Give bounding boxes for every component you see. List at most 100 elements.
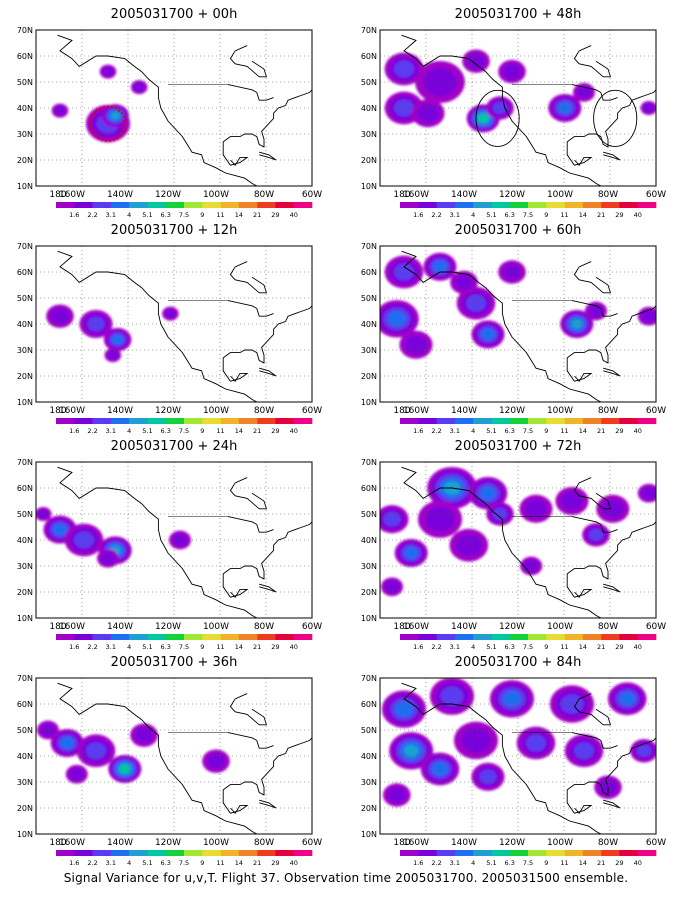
colorbar-label: 3.1	[450, 427, 460, 435]
lat-tick-label: 50N	[17, 294, 33, 303]
colorbar-label: 40	[634, 859, 642, 867]
colorbar-label: 21	[253, 643, 261, 651]
colorbar-label: 1.6	[413, 859, 423, 867]
colorbar-label: 14	[235, 643, 243, 651]
colorbar-swatch	[129, 850, 148, 856]
lat-tick-label: 10N	[361, 182, 377, 191]
colorbar-swatch	[275, 202, 295, 208]
colorbar-swatch	[56, 202, 75, 208]
colorbar-label: 4	[471, 859, 475, 867]
lon-tick-label: 180	[49, 622, 66, 632]
colorbar: 1.6 2.2 3.1 4 5.1 6.3 7.5 9 11 14 21 29 40	[400, 634, 657, 651]
colorbar-swatch	[275, 634, 295, 640]
figure-caption: Signal Variance for u,v,T. Flight 37. Ob…	[63, 871, 629, 885]
colorbar-label: 29	[271, 211, 279, 219]
variance-contour	[387, 787, 406, 803]
variance-contour	[502, 63, 522, 80]
variance-contour	[503, 691, 521, 707]
colorbar-label: 4	[127, 427, 131, 435]
variance-contour	[432, 762, 448, 776]
colorbar-label: 6.3	[505, 643, 515, 651]
lat-tick-label: 20N	[361, 156, 377, 165]
colorbar-swatch	[257, 202, 276, 208]
colorbar-swatch	[293, 202, 313, 208]
variance-contour	[440, 686, 464, 706]
variance-contour	[60, 737, 74, 749]
variance-contour	[637, 744, 651, 757]
colorbar-swatch	[454, 850, 474, 856]
colorbar-label: 6.3	[505, 211, 515, 219]
colorbar-label: 11	[216, 211, 224, 219]
lon-tick-label: 140W	[107, 622, 133, 632]
lon-tick-label: 80W	[598, 406, 618, 416]
map-frame	[379, 245, 657, 403]
lat-tick-label: 50N	[361, 726, 377, 735]
colorbar-swatch	[473, 418, 492, 424]
colorbar-swatch	[165, 850, 185, 856]
variance-contour	[110, 111, 120, 120]
colorbar-swatch	[528, 202, 547, 208]
colorbar-label: 21	[253, 859, 261, 867]
colorbar-label: 2.2	[87, 211, 97, 219]
colorbar-swatch	[400, 850, 419, 856]
colorbar-swatch	[74, 202, 93, 208]
colorbar-swatch	[110, 418, 130, 424]
colorbar-swatch	[509, 850, 529, 856]
colorbar-swatch	[293, 634, 313, 640]
variance-contour	[384, 580, 400, 594]
colorbar-swatch	[418, 418, 437, 424]
colorbar-swatch	[491, 634, 511, 640]
colorbar-swatch	[202, 202, 221, 208]
variance-contour	[69, 767, 85, 781]
variance-contour	[383, 512, 401, 527]
lon-tick-label: 180	[393, 190, 410, 200]
lat-tick-label: 10N	[17, 830, 33, 839]
lat-tick-label: 60N	[17, 700, 33, 709]
panel-title: 2005031700 + 36h	[111, 655, 238, 670]
colorbar-swatch	[257, 634, 276, 640]
lat-tick-label: 40N	[361, 752, 377, 761]
lon-tick-label: 60W	[302, 838, 322, 848]
lon-tick-label: 100W	[547, 838, 573, 848]
colorbar-label: 11	[560, 859, 568, 867]
lon-tick-label: 120W	[499, 838, 525, 848]
lat-tick-label: 30N	[361, 346, 377, 355]
colorbar-label: 9	[200, 427, 204, 435]
lon-tick-label: 60W	[302, 406, 322, 416]
panel-title: 2005031700 + 00h	[111, 7, 238, 22]
variance-contour	[134, 727, 154, 743]
colorbar-swatch	[238, 850, 258, 856]
lat-tick-label: 50N	[17, 726, 33, 735]
colorbar-label: 29	[615, 211, 623, 219]
lat-tick-label: 10N	[361, 398, 377, 407]
colorbar-label: 9	[200, 859, 204, 867]
variance-shading	[36, 720, 230, 784]
panel-title: 2005031700 + 48h	[455, 7, 582, 22]
colorbar-swatch	[637, 850, 657, 856]
variance-contour	[102, 66, 114, 77]
colorbar-swatch	[257, 850, 276, 856]
colorbar-label: 21	[597, 427, 605, 435]
colorbar-swatch	[436, 418, 456, 424]
map-area	[380, 30, 656, 186]
lat-tick-label: 50N	[361, 510, 377, 519]
lat-tick-label: 10N	[361, 830, 377, 839]
colorbar-label: 7.5	[179, 427, 189, 435]
colorbar-swatch	[165, 418, 185, 424]
lon-tick-label: 100W	[547, 622, 573, 632]
lon-tick-label: 80W	[598, 838, 618, 848]
colorbar-swatch	[509, 202, 529, 208]
colorbar-label: 9	[544, 643, 548, 651]
colorbar-swatch	[582, 634, 602, 640]
colorbar: 1.6 2.2 3.1 4 5.1 6.3 7.5 9 11 14 21 29 40	[56, 418, 313, 435]
variance-contour	[395, 701, 413, 717]
lat-tick-label: 10N	[17, 614, 33, 623]
lon-tick-label: 140W	[451, 406, 477, 416]
coastlines	[57, 34, 312, 186]
forecast-panel: 2005031700 + 48h 70N 60N 50N 40N 30N 20N 10N 180…	[361, 7, 666, 219]
colorbar-swatch	[238, 418, 258, 424]
colorbar-label: 21	[253, 211, 261, 219]
lat-tick-label: 40N	[17, 536, 33, 545]
colorbar-swatch	[582, 850, 602, 856]
variance-contour	[466, 53, 486, 69]
